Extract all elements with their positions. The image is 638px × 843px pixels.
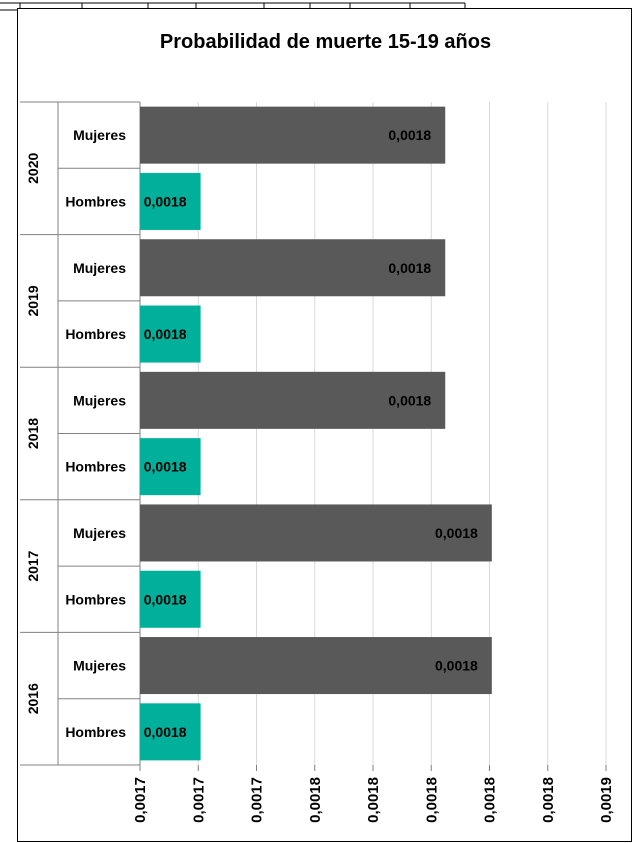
- bar: [140, 239, 446, 297]
- category-label: Hombres: [65, 459, 126, 475]
- data-label: 0,0018: [144, 193, 187, 209]
- x-tick-label: 0,0018: [365, 777, 382, 823]
- category-label: Mujeres: [73, 260, 126, 276]
- x-tick-label: 0,0017: [132, 777, 149, 823]
- x-tick-label: 0,0018: [423, 777, 440, 823]
- year-label: 2017: [25, 550, 41, 581]
- bar: [140, 106, 446, 164]
- bar: [140, 305, 201, 363]
- bar: [140, 637, 492, 695]
- bar: [140, 570, 201, 628]
- chart-title: Probabilidad de muerte 15-19 años: [159, 31, 492, 53]
- category-label: Hombres: [65, 326, 126, 342]
- bar: [140, 371, 446, 429]
- data-label: 0,0018: [388, 260, 431, 276]
- x-tick-label: 0,0018: [540, 777, 557, 823]
- category-label: Mujeres: [73, 525, 126, 541]
- category-label: Mujeres: [73, 658, 126, 674]
- x-tick-label: 0,0017: [249, 777, 266, 823]
- data-label: 0,0018: [388, 127, 431, 143]
- category-label: Mujeres: [73, 392, 126, 408]
- year-label: 2018: [25, 418, 41, 449]
- category-label: Mujeres: [73, 127, 126, 143]
- category-label: Hombres: [65, 193, 126, 209]
- year-label: 2020: [25, 153, 41, 184]
- category-label: Hombres: [65, 724, 126, 740]
- data-label: 0,0018: [144, 591, 187, 607]
- data-label: 0,0018: [144, 459, 187, 475]
- category-label: Hombres: [65, 591, 126, 607]
- data-label: 0,0018: [144, 724, 187, 740]
- year-label: 2019: [25, 285, 41, 316]
- bar: [140, 438, 201, 496]
- data-label: 0,0018: [144, 326, 187, 342]
- chart-frame: Probabilidad de muerte 15-19 años 2020 Mu…: [17, 8, 632, 842]
- bar: [140, 703, 201, 761]
- data-label: 0,0018: [388, 392, 431, 408]
- x-tick-label: 0,0019: [598, 777, 615, 823]
- x-tick-label: 0,0018: [307, 777, 324, 823]
- x-tick-label: 0,0018: [482, 777, 499, 823]
- year-label: 2016: [25, 683, 41, 714]
- plot-area: 2020 Mujeres 0,0018 Hombres 0,0018 2019 Mujere…: [20, 101, 615, 823]
- data-label: 0,0018: [435, 525, 478, 541]
- bar: [140, 504, 492, 562]
- x-tick-label: 0,0017: [190, 777, 207, 823]
- data-label: 0,0018: [435, 658, 478, 674]
- bar: [140, 172, 201, 230]
